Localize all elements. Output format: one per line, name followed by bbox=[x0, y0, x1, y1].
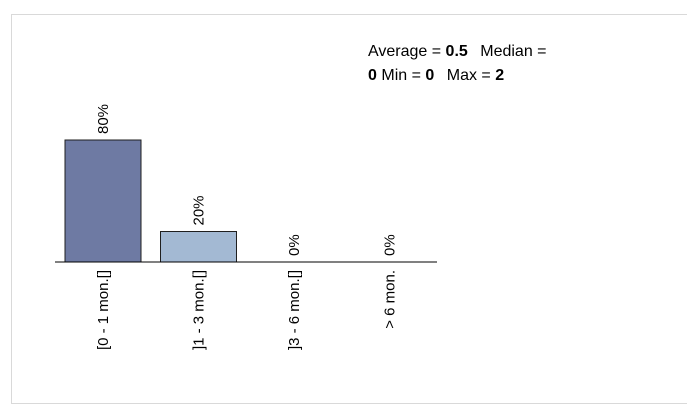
median-label: Median = bbox=[480, 43, 547, 60]
bar-chart: 80% [0 - 1 mon.[] 20% ]1 - 3 mon.[] 0% ]3 - 6… bbox=[55, 104, 437, 350]
summary-statistics: Average = 0.5 Median = 0 Min = 0 Max = 2 bbox=[368, 40, 628, 88]
labels-group: 80% [0 - 1 mon.[] 20% ]1 - 3 mon.[] 0% ]3 - 6… bbox=[95, 104, 399, 350]
data-label-2: 20% bbox=[191, 195, 208, 225]
max-label: Max = bbox=[446, 67, 491, 84]
data-label-3: 0% bbox=[286, 234, 303, 256]
average-value: 0.5 bbox=[445, 43, 468, 60]
category-label-1: [0 - 1 mon.[] bbox=[95, 270, 112, 350]
max-value: 2 bbox=[495, 67, 505, 84]
median-value: 0 bbox=[368, 67, 377, 84]
category-label-3: ]3 - 6 mon.[] bbox=[286, 270, 303, 350]
min-value: 0 bbox=[425, 67, 435, 84]
bar-1 bbox=[64, 139, 142, 263]
bars-group bbox=[64, 139, 237, 263]
bar-2 bbox=[160, 231, 237, 263]
category-label-2: ]1 - 3 mon.[] bbox=[191, 270, 208, 350]
category-label-4: > 6 mon. bbox=[382, 270, 399, 329]
min-label: Min = bbox=[381, 67, 421, 84]
average-label: Average = bbox=[368, 43, 442, 60]
data-label-1: 80% bbox=[95, 104, 112, 134]
data-label-4: 0% bbox=[382, 234, 399, 256]
